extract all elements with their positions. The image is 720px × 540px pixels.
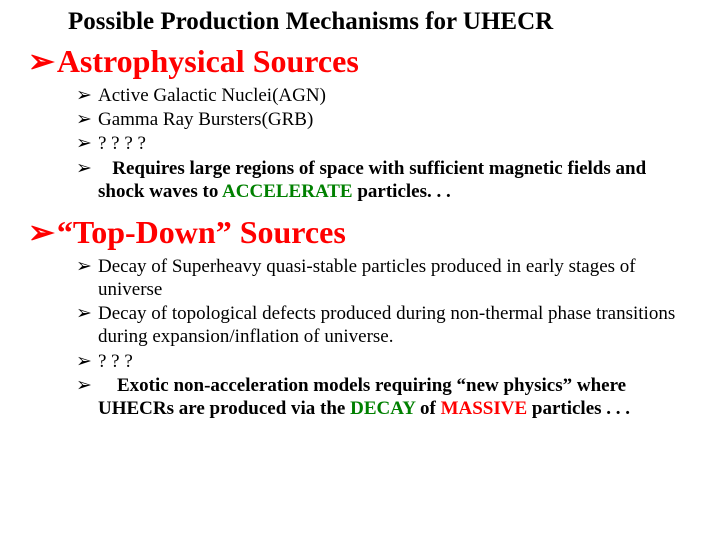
arrow-icon: ➢ <box>28 42 55 80</box>
list-item-text: Gamma Ray Bursters(GRB) <box>98 108 692 131</box>
section-1-list: ➢ Active Galactic Nuclei(AGN) ➢ Gamma Ra… <box>76 84 692 203</box>
list-item-text: Decay of topological defects produced du… <box>98 302 692 348</box>
list-item: ➢ Gamma Ray Bursters(GRB) <box>76 108 692 131</box>
arrow-icon: ➢ <box>76 255 98 301</box>
arrow-icon: ➢ <box>76 157 98 203</box>
list-item: ➢ Decay of Superheavy quasi-stable parti… <box>76 255 692 301</box>
arrow-icon: ➢ <box>76 350 98 373</box>
section-heading-1: ➢Astrophysical Sources <box>28 42 692 80</box>
arrow-icon: ➢ <box>76 374 98 420</box>
list-item: ➢ Decay of topological defects produced … <box>76 302 692 348</box>
emphasis-word: DECAY <box>350 398 415 419</box>
section-heading-2-text: “Top-Down” Sources <box>57 214 346 250</box>
bold-mid: of <box>415 398 440 419</box>
arrow-icon: ➢ <box>76 302 98 348</box>
emphasis-word: ACCELERATE <box>222 181 353 202</box>
list-item: ➢ Active Galactic Nuclei(AGN) <box>76 84 692 107</box>
list-item: ➢ ? ? ? <box>76 350 692 373</box>
list-item-text: Requires large regions of space with suf… <box>98 157 692 203</box>
list-item-text: Exotic non-acceleration models requiring… <box>98 374 692 420</box>
list-item-text: Decay of Superheavy quasi-stable particl… <box>98 255 692 301</box>
slide-root: Possible Production Mechanisms for UHECR… <box>0 0 720 420</box>
slide-title: Possible Production Mechanisms for UHECR <box>68 8 692 36</box>
arrow-icon: ➢ <box>76 132 98 155</box>
list-item: ➢ Exotic non-acceleration models requiri… <box>76 374 692 420</box>
list-item: ➢ ? ? ? ? <box>76 132 692 155</box>
section-2-list: ➢ Decay of Superheavy quasi-stable parti… <box>76 255 692 420</box>
arrow-icon: ➢ <box>76 108 98 131</box>
list-item-text: Active Galactic Nuclei(AGN) <box>98 84 692 107</box>
emphasis-word-2: MASSIVE <box>441 398 528 419</box>
bold-suffix: particles. . . <box>353 181 451 202</box>
section-heading-1-text: Astrophysical Sources <box>57 43 359 79</box>
list-item-text: ? ? ? <box>98 350 692 373</box>
bold-suffix: particles . . . <box>527 398 630 419</box>
list-item: ➢ Requires large regions of space with s… <box>76 157 692 203</box>
arrow-icon: ➢ <box>76 84 98 107</box>
arrow-icon: ➢ <box>28 213 55 251</box>
list-item-text: ? ? ? ? <box>98 132 692 155</box>
section-heading-2: ➢“Top-Down” Sources <box>28 213 692 251</box>
